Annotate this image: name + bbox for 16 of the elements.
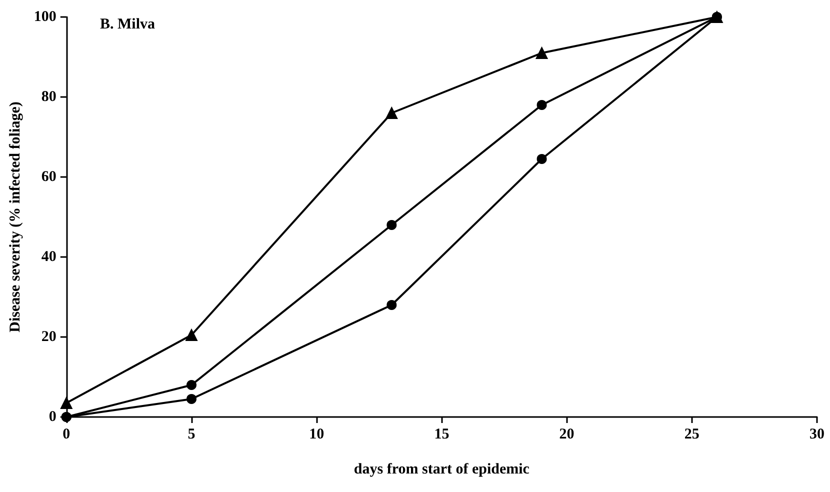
x-tick-label: 25: [684, 426, 700, 442]
y-tick-label: 20: [41, 329, 56, 345]
x-tick-label: 10: [309, 426, 324, 442]
chart-title: B. Milva: [100, 16, 156, 32]
y-tick-label: 60: [41, 169, 56, 185]
x-tick-label: 15: [434, 426, 450, 442]
y-tick-label: 100: [34, 9, 56, 25]
x-axis-title: days from start of epidemic: [354, 462, 530, 478]
x-tick-label: 0: [62, 426, 70, 442]
x-tick-label: 5: [188, 426, 196, 442]
y-tick-label: 0: [48, 409, 56, 425]
x-tick-label: 20: [559, 426, 574, 442]
y-tick-label: 80: [41, 89, 56, 105]
y-axis-title: Disease severity (% infected foliage): [8, 102, 24, 332]
y-tick-label: 40: [41, 249, 56, 265]
x-tick-label: 30: [810, 426, 824, 442]
